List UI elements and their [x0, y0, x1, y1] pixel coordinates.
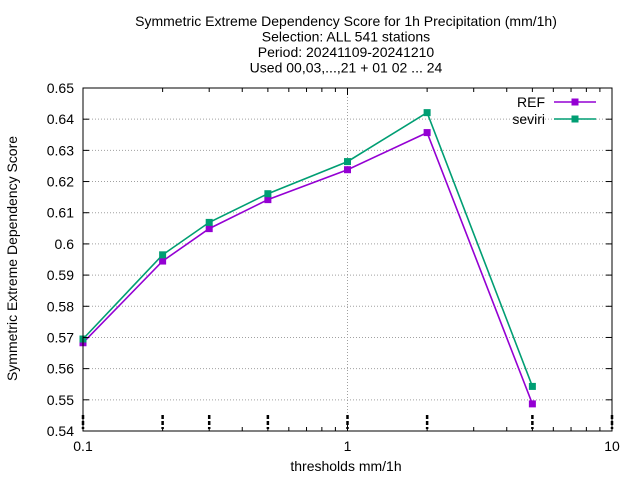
data-point — [344, 158, 351, 166]
data-point — [264, 196, 272, 204]
y-tick-label: 0.63 — [47, 142, 74, 158]
x-tick-label: 1 — [344, 438, 352, 454]
legend-label-seviri: seviri — [512, 111, 545, 127]
data-point — [528, 400, 536, 408]
x-axis-label: thresholds mm/1h — [290, 458, 401, 474]
y-tick-label: 0.54 — [47, 423, 74, 439]
x-tick-label: 0.1 — [73, 438, 93, 454]
legend-label-REF: REF — [517, 94, 545, 110]
legend-swatch-marker — [571, 98, 579, 106]
title-line-1: Symmetric Extreme Dependency Score for 1… — [135, 13, 557, 29]
y-tick-label: 0.61 — [47, 205, 74, 221]
data-point — [205, 218, 213, 226]
y-tick-label: 0.55 — [47, 392, 74, 408]
y-axis-label: Symmetric Extreme Dependency Score — [4, 136, 20, 381]
grid-lines — [83, 88, 612, 431]
y-tick-label: 0.59 — [47, 267, 74, 283]
title-line-2: Selection: ALL 541 stations — [262, 29, 430, 45]
data-point — [264, 190, 272, 198]
data-point — [205, 225, 213, 233]
series-REF — [79, 129, 536, 408]
data-point — [423, 129, 431, 137]
data-point — [159, 251, 167, 259]
data-point — [344, 166, 351, 174]
data-point — [423, 109, 431, 117]
y-tick-label: 0.65 — [47, 80, 74, 96]
x-axis-ticks: 0.1 1 10 — [73, 88, 620, 454]
y-tick-label: 0.64 — [47, 111, 74, 127]
series-lines — [79, 109, 536, 408]
series-seviri — [79, 109, 536, 390]
chart-title: Symmetric Extreme Dependency Score for 1… — [135, 13, 557, 76]
y-tick-label: 0.62 — [47, 174, 74, 190]
x-tick-label: 10 — [604, 438, 620, 454]
legend-swatch-marker — [571, 115, 579, 123]
y-tick-label: 0.6 — [55, 236, 75, 252]
title-line-4: Used 00,03,...,21 + 01 02 ... 24 — [250, 60, 443, 76]
data-point — [159, 257, 167, 265]
series-line — [82, 111, 534, 387]
y-tick-label: 0.56 — [47, 361, 74, 377]
title-line-3: Period: 20241109-20241210 — [258, 44, 435, 60]
y-tick-label: 0.57 — [47, 329, 74, 345]
data-point — [528, 382, 536, 390]
y-tick-label: 0.58 — [47, 298, 74, 314]
y-axis-ticks: 0.54 0.55 0.56 0.57 0.58 0.59 0.6 0.61 0.62 0.63 0… — [47, 80, 612, 439]
